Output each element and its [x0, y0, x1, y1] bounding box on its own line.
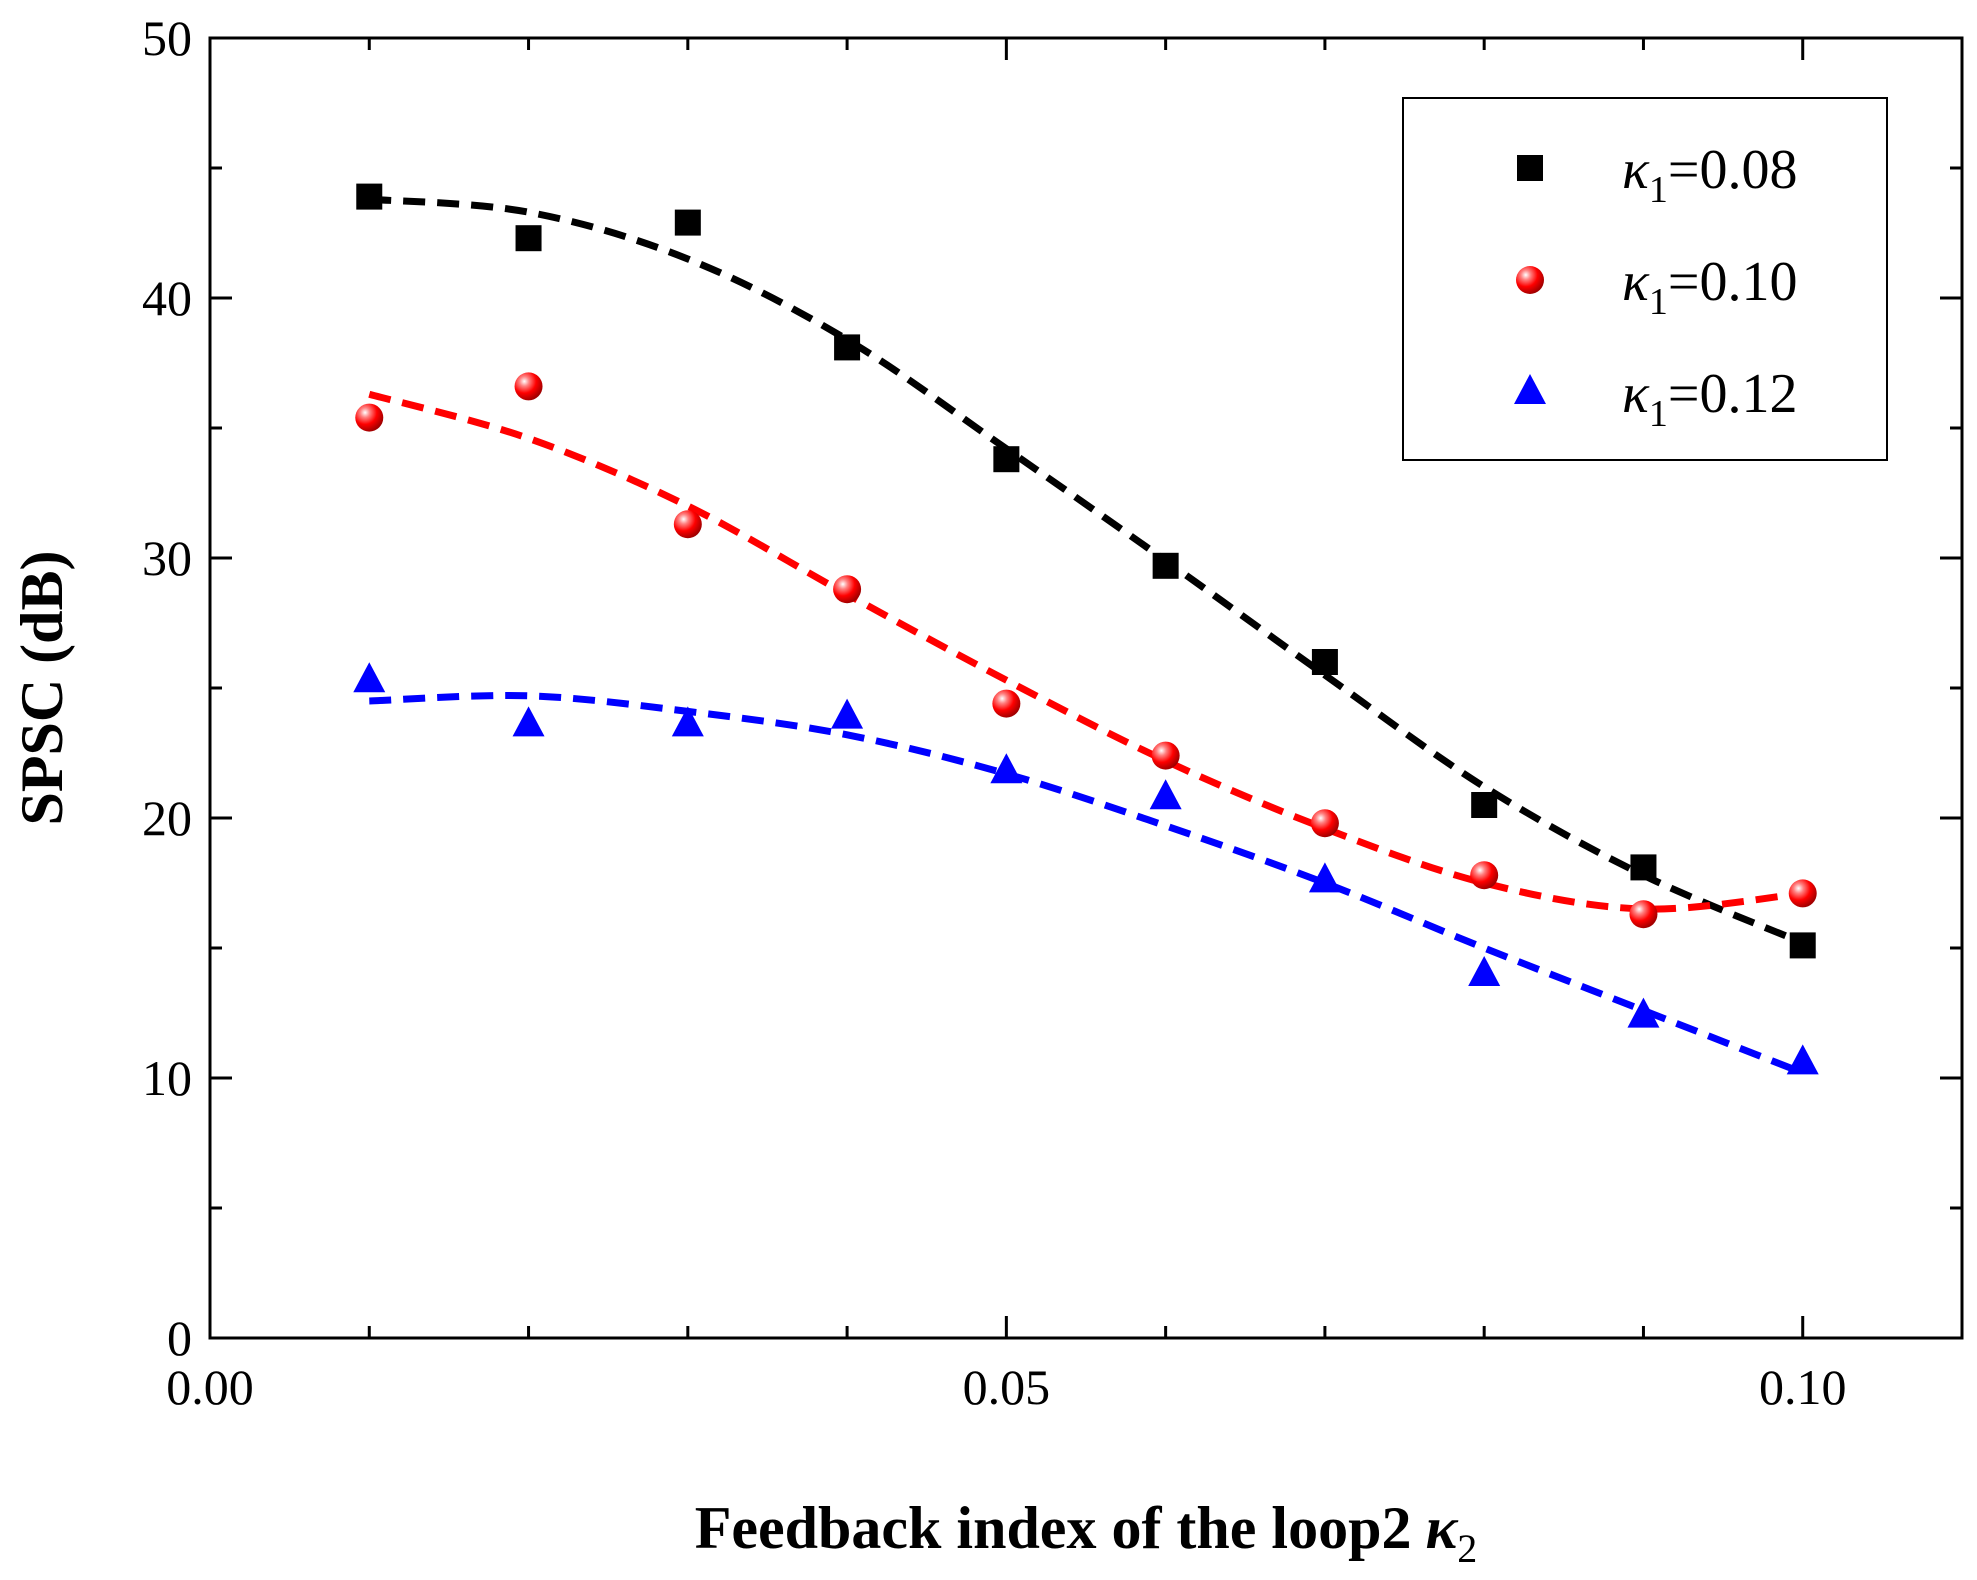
legend-label-symbol: κ: [1622, 363, 1650, 425]
fit-curves: [368, 195, 1805, 1077]
x-axis-title-symbol: κ: [1425, 1495, 1458, 1561]
data-point-series-3: [671, 706, 704, 737]
legend-marker-3: [1514, 374, 1546, 404]
data-point-series-2: [1629, 900, 1658, 929]
fit-line-series-3: [369, 692, 1805, 1077]
x-axis-title: Feedback index of the loop2 κ2: [695, 1495, 1478, 1571]
legend-label-3: κ1=0.12: [1622, 363, 1797, 435]
data-point-series-3: [1627, 997, 1660, 1028]
data-point-series-3: [990, 753, 1023, 784]
data-point-series-3: [831, 698, 864, 729]
fit-line-series-2: [368, 390, 1804, 913]
y-axis-title: SPSC (dB): [9, 550, 75, 825]
legend-label-subscript: 1: [1649, 169, 1668, 211]
data-points: [353, 183, 1819, 1075]
legend-label-value: =0.12: [1668, 363, 1798, 425]
data-point-series-2: [514, 372, 543, 401]
x-tick-label: 0.05: [963, 1359, 1051, 1415]
data-point-series-3: [1149, 779, 1182, 810]
x-tick-label: 0.10: [1759, 1359, 1847, 1415]
legend-label-symbol: κ: [1622, 139, 1650, 201]
data-point-series-1: [993, 446, 1020, 473]
legend-label-1: κ1=0.08: [1622, 139, 1797, 211]
legend-label-symbol: κ: [1622, 251, 1650, 313]
y-tick-label: 40: [142, 270, 192, 326]
data-point-series-2: [1151, 741, 1180, 770]
legend-box: [1402, 97, 1888, 461]
x-axis-title-subscript: 2: [1457, 1526, 1477, 1571]
data-point-series-2: [992, 689, 1021, 718]
data-point-series-3: [1308, 862, 1341, 893]
y-tick-label: 20: [142, 790, 192, 846]
data-point-series-3: [353, 662, 386, 693]
legend-label-value: =0.08: [1668, 139, 1798, 201]
legend-label-value: =0.10: [1668, 251, 1798, 313]
legend-label-subscript: 1: [1649, 393, 1668, 435]
data-point-series-2: [1470, 861, 1499, 890]
data-point-series-2: [1310, 809, 1339, 838]
legend-marker-2: [1516, 266, 1544, 294]
y-tick-label: 0: [167, 1310, 192, 1366]
data-point-series-1: [1630, 854, 1657, 881]
x-tick-label: 0.00: [166, 1359, 254, 1415]
data-point-series-1: [515, 225, 542, 252]
legend-marker-1: [1517, 155, 1543, 181]
data-point-series-1: [1311, 649, 1338, 675]
legend-label-subscript: 1: [1649, 281, 1668, 323]
data-point-series-1: [1789, 932, 1816, 959]
data-point-series-2: [833, 575, 862, 604]
axis-ticks: [208, 36, 1964, 1340]
tick-labels: 0.00 0.05 0.10 0 10 20 30 40 50: [142, 10, 1846, 1415]
x-axis-title-text: Feedback index of the loop2: [695, 1495, 1412, 1561]
data-point-series-1: [356, 183, 383, 210]
fit-line-series-1: [368, 195, 1805, 947]
y-tick-label: 10: [142, 1050, 192, 1106]
data-point-series-2: [673, 510, 702, 539]
y-tick-label: 50: [142, 10, 192, 66]
data-point-series-1: [674, 209, 701, 236]
data-point-series-1: [834, 334, 861, 361]
data-point-series-1: [1471, 792, 1498, 818]
data-point-series-3: [512, 706, 545, 737]
legend-label-2: κ1=0.10: [1622, 251, 1797, 323]
data-point-series-2: [1788, 879, 1817, 908]
data-point-series-1: [1152, 552, 1179, 579]
y-tick-label: 30: [142, 530, 192, 586]
data-point-series-3: [1468, 956, 1501, 986]
data-point-series-3: [1786, 1044, 1819, 1075]
data-point-series-2: [355, 403, 384, 432]
